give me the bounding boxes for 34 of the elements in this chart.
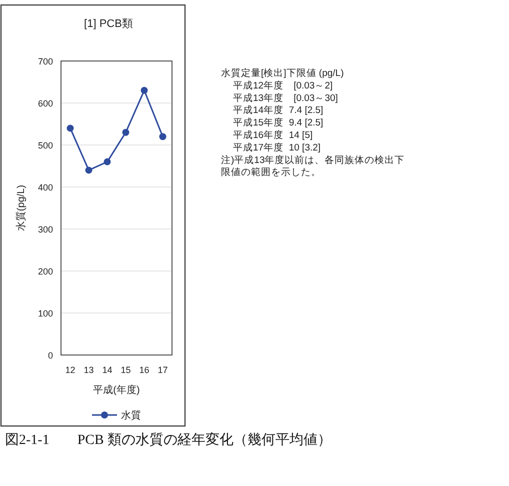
text: 平成17年度 10 [3.2] [233, 141, 321, 154]
x-tick-label: 14 [102, 365, 112, 375]
text: 平成12年度 [0.03～2] [233, 79, 333, 92]
x-axis-title: 平成(年度) [93, 384, 140, 396]
caption: 図2-1-1 PCB 類の水質の経年変化（幾何平均値） [5, 432, 332, 448]
y-tick-label: 400 [38, 182, 53, 192]
y-tick-label: 600 [38, 98, 53, 108]
text: 平成15年度 9.4 [2.5] [233, 116, 324, 129]
y-tick-label: 0 [48, 350, 53, 360]
point [66, 124, 74, 132]
x-tick-label: 12 [65, 365, 76, 375]
text: 注)平成13年度以前は、各同族体の検出下 [221, 154, 405, 166]
text: 平成13年度 [0.03～30] [233, 92, 338, 104]
x-tick-label: 15 [120, 365, 131, 375]
x-tick-label: 16 [139, 365, 150, 375]
point [104, 158, 111, 166]
y-tick-label: 300 [38, 224, 53, 234]
y-tick-label: 200 [38, 266, 53, 276]
legend-label: 水質 [121, 410, 141, 422]
text: 限値の範囲を示した。 [221, 166, 321, 178]
y-tick-label: 700 [38, 56, 53, 66]
text: 水質定量[検出]下限値 (pg/L) [221, 67, 344, 79]
x-tick-label: 17 [158, 365, 168, 375]
text: 平成14年度 7.4 [2.5] [233, 104, 324, 116]
point [159, 133, 166, 140]
y-axis-title: 水質(pg/L) [15, 184, 27, 232]
y-tick-label: 100 [38, 308, 53, 318]
text: 平成16年度 14 [5] [233, 129, 313, 141]
point [85, 166, 92, 174]
x-tick-label: 13 [84, 365, 94, 375]
point [122, 128, 130, 136]
y-tick-label: 500 [38, 140, 53, 150]
point [140, 86, 148, 94]
chart-title: [1] PCB類 [84, 18, 133, 30]
